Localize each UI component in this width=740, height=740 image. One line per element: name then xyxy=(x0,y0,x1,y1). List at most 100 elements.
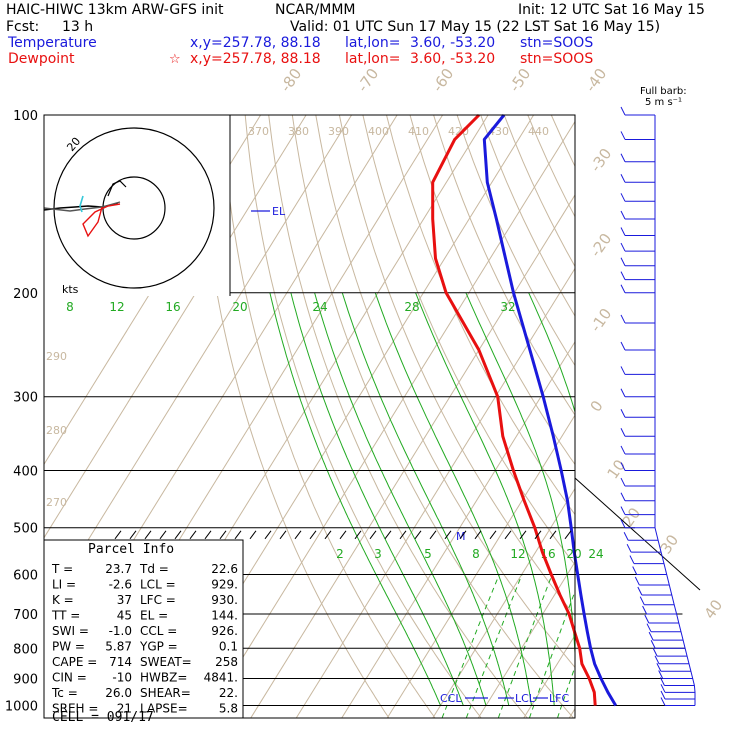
parcel-row-5-col-3: 0.1 xyxy=(219,640,238,654)
hatch-tick xyxy=(549,530,557,540)
isotherm-label: -70 xyxy=(354,65,383,95)
mixing-ratio-line xyxy=(465,574,523,718)
isotherm-line xyxy=(44,115,353,613)
hatch-tick xyxy=(534,530,542,540)
parcel-row-0-col-0: T = xyxy=(51,562,73,576)
hatch-tick xyxy=(444,530,452,540)
hatch-tick xyxy=(414,530,422,540)
isotherm-line xyxy=(706,115,740,718)
wind-barb-flag xyxy=(620,445,626,455)
wind-barb-flag xyxy=(620,106,626,116)
moist-adiabat xyxy=(290,292,464,706)
mixing-ratio-label-upper: 32 xyxy=(500,300,515,314)
mixing-ratio-label-upper: 24 xyxy=(312,300,327,314)
mixing-ratio-line xyxy=(578,575,627,719)
parcel-row-2-col-2: LFC = xyxy=(140,593,176,607)
wind-barb-flag xyxy=(650,640,656,649)
dry-adiabat xyxy=(550,115,575,168)
model-title: HAIC-HIWC 13km ARW-GFS init xyxy=(6,2,224,18)
hatch-tick xyxy=(129,530,137,540)
mixing-ratio-line xyxy=(557,665,575,718)
isotherm-line xyxy=(341,340,575,718)
mixing-ratio-label-upper: 16 xyxy=(165,300,180,314)
isotherm-label: -20 xyxy=(587,230,616,260)
theta-label: 440 xyxy=(528,125,549,138)
header: HAIC-HIWC 13km ARW-GFS init NCAR/MMM Ini… xyxy=(6,2,705,108)
isotherm-line xyxy=(295,267,575,718)
hatch-tick xyxy=(144,530,152,540)
parcel-row-1-col-3: 929. xyxy=(211,578,238,592)
hodograph-units: kts xyxy=(62,283,79,296)
pressure-label-300: 300 xyxy=(13,391,38,406)
wind-barb-flag xyxy=(654,655,660,665)
isotherm-line xyxy=(615,115,740,718)
dry-adiabat xyxy=(503,115,575,268)
hatch-tick xyxy=(489,530,497,540)
hodograph-trace-top xyxy=(107,180,127,197)
dew-latlon: 3.60, -53.20 xyxy=(410,51,495,67)
init-time: Init: 12 UTC Sat 16 May 15 xyxy=(518,2,705,18)
hodograph: kts 20 xyxy=(43,115,231,296)
dew-legend-label: Dewpoint xyxy=(8,51,75,67)
profile-dewpoint xyxy=(431,113,597,706)
theta-label: 370 xyxy=(248,125,269,138)
dry-adiabat xyxy=(716,115,740,718)
isotherm-line xyxy=(204,120,575,718)
parcel-row-0-col-1: 23.7 xyxy=(105,562,132,576)
isotherm-label: -10 xyxy=(587,305,616,335)
wind-barb-axis xyxy=(654,115,696,706)
wind-barb-flag xyxy=(634,576,640,586)
parcel-row-5-col-2: YGP = xyxy=(139,640,178,654)
mixing-ratio-label-upper: 12 xyxy=(109,300,124,314)
temp-stn: stn=SOOS xyxy=(520,35,593,51)
isotherm-label: -60 xyxy=(429,65,458,95)
wind-barb-flag xyxy=(660,684,666,693)
parcel-row-3-col-0: TT = xyxy=(51,609,80,623)
dry-adiabat xyxy=(268,115,528,718)
mixing-ratio-label-lower: 8 xyxy=(472,547,480,561)
mixing-ratio-label-upper: 28 xyxy=(404,300,419,314)
dry-adiabat xyxy=(315,115,575,669)
parcel-row-1-col-2: LCL = xyxy=(140,578,176,592)
hatch-tick xyxy=(174,530,182,540)
hatch-tick xyxy=(369,530,377,540)
hodograph-trace-mid xyxy=(79,195,84,213)
wind-barb-panel xyxy=(574,106,701,706)
mixing-ratio-line xyxy=(630,575,675,719)
theta-side-label: 290 xyxy=(46,350,67,363)
isotherm-line xyxy=(660,115,740,718)
wind-barb-flag xyxy=(620,227,626,236)
pressure-label-700: 700 xyxy=(13,608,38,623)
wind-barb-flag xyxy=(620,428,626,437)
parcel-row-3-col-3: 144. xyxy=(211,609,238,623)
isotherm-label: 20 xyxy=(619,504,645,530)
org-title: NCAR/MMM xyxy=(275,2,356,18)
hatch-tick xyxy=(234,530,242,540)
mixing-ratio-line xyxy=(441,574,500,718)
hatch-tick xyxy=(309,530,317,540)
parcel-row-4-col-3: 926. xyxy=(211,624,238,638)
wind-barb-flag xyxy=(620,271,626,280)
wind-barb-flag xyxy=(623,532,629,541)
mixing-ratio-label-lower: 5 xyxy=(424,547,432,561)
wind-barb-flag xyxy=(620,314,626,324)
dry-adiabat xyxy=(338,115,575,617)
hatch-tick xyxy=(384,530,392,540)
parcel-row-2-col-1: 37 xyxy=(117,593,132,607)
wind-barb-flag xyxy=(642,605,648,615)
wind-barb-flag xyxy=(620,519,626,528)
dry-adiabat xyxy=(244,115,482,718)
wind-barb-flag xyxy=(620,366,626,375)
hatch-tick xyxy=(204,530,212,540)
isotherm-label: -30 xyxy=(587,145,616,175)
m-marker: M xyxy=(456,530,466,543)
hatch-line xyxy=(114,530,572,540)
parcel-row-8-col-3: 22. xyxy=(219,686,238,700)
moist-adiabat xyxy=(314,292,487,706)
fcst-label: Fcst: xyxy=(6,19,39,35)
parcel-row-6-col-3: 258 xyxy=(215,655,238,669)
hatch-tick xyxy=(114,530,122,540)
pressure-label-400: 400 xyxy=(13,465,38,480)
wind-barb-flag xyxy=(659,677,665,686)
hatch-tick xyxy=(294,530,302,540)
